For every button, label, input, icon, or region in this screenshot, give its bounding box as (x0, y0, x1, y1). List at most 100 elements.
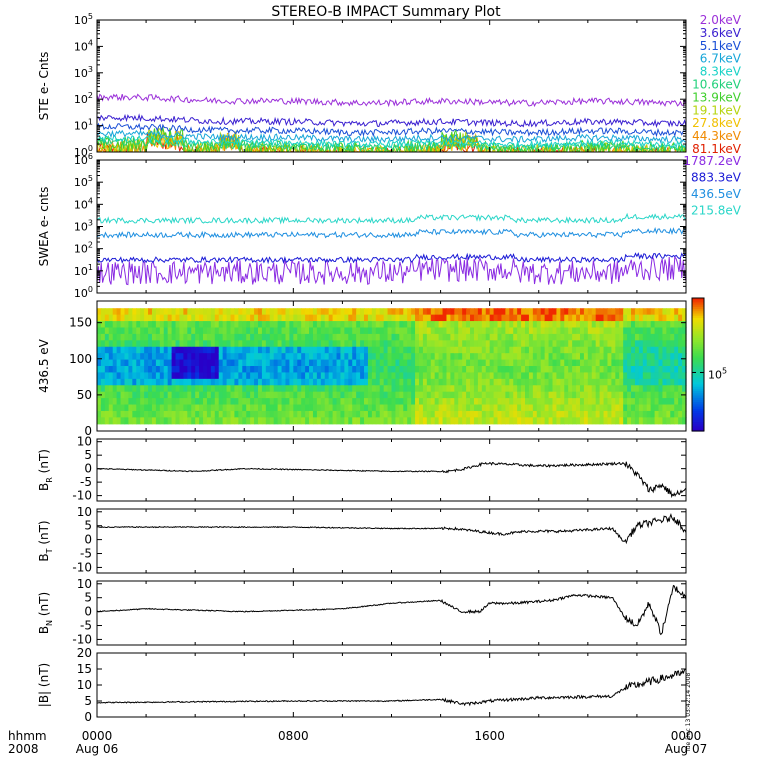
pad-heatmap-cell (301, 340, 306, 348)
pad-heatmap-cell (615, 359, 620, 367)
pad-heatmap-cell (116, 340, 122, 348)
pad-heatmap-cell (383, 372, 389, 380)
pad-heatmap-cell (285, 391, 291, 399)
pad-heatmap-cell (383, 321, 389, 329)
pad-heatmap-cell (501, 385, 506, 393)
pad-heatmap-cell (222, 327, 228, 335)
pad-heatmap-cell (120, 410, 126, 418)
pad-heatmap-cell (387, 417, 393, 425)
pad-heatmap-cell (222, 314, 228, 322)
pad-heatmap-cell (477, 327, 483, 335)
pad-heatmap-cell (607, 353, 612, 361)
pad-heatmap-cell (466, 359, 471, 367)
pad-heatmap-cell (112, 327, 118, 335)
pad-heatmap-cell (97, 340, 102, 348)
pad-heatmap-cell (481, 417, 487, 425)
pad-heatmap-cell (250, 333, 255, 341)
pad-heatmap-cell (430, 378, 436, 386)
pad-heatmap-cell (254, 391, 259, 399)
pad-heatmap-cell (615, 308, 620, 316)
pad-heatmap-cell (442, 398, 448, 406)
pad-heatmap-cell (128, 346, 133, 354)
pad-heatmap-cell (210, 398, 216, 406)
pad-heatmap-cell (320, 359, 326, 367)
pad-heatmap-cell (568, 346, 573, 354)
pad-heatmap-cell (250, 385, 255, 393)
pad-heatmap-cell (293, 359, 298, 367)
pad-heatmap-cell (112, 308, 118, 316)
x-axis-label-hhmm: hhmm (8, 729, 47, 743)
pad-heatmap-cell (246, 417, 251, 425)
swea-ytick-label: 103 (74, 219, 93, 234)
pad-heatmap-cell (438, 359, 444, 367)
pad-heatmap-cell (214, 366, 220, 374)
pad-heatmap-cell (175, 366, 181, 374)
pad-heatmap-cell (159, 372, 165, 380)
pad-heatmap-cell (206, 308, 212, 316)
pad-heatmap-cell (128, 353, 133, 361)
pad-heatmap-cell (536, 410, 542, 418)
pad-heatmap-cell (446, 321, 451, 329)
pad-heatmap-cell (552, 391, 558, 399)
pad-heatmap-cell (214, 410, 220, 418)
pad-heatmap-cell (265, 398, 271, 406)
pad-heatmap-cell (544, 353, 550, 361)
pad-heatmap-cell (148, 359, 153, 367)
pad-heatmap-cell (238, 385, 243, 393)
pad-heatmap-cell (128, 359, 133, 367)
pad-heatmap-cell (579, 410, 585, 418)
ste-ytick-label: 104 (74, 38, 93, 53)
pad-heatmap-cell (246, 321, 251, 329)
pad-heatmap-cell (477, 308, 483, 316)
pad-heatmap-cell (285, 340, 291, 348)
pad-heatmap-cell (301, 321, 306, 329)
pad-heatmap-cell (473, 321, 479, 329)
pad-heatmap-cell (446, 353, 451, 361)
colorbar-swatch (692, 415, 704, 419)
pad-heatmap-cell (473, 353, 479, 361)
pad-heatmap-cell (666, 417, 671, 425)
pad-heatmap-cell (587, 404, 593, 412)
pad-heatmap-cell (627, 391, 632, 399)
pad-heatmap-cell (532, 353, 538, 361)
colorbar-swatch (692, 368, 704, 372)
pad-heatmap-cell (623, 327, 628, 335)
pad-heatmap-cell (682, 346, 687, 354)
pad-heatmap-cell (128, 308, 133, 316)
pad-heatmap-cell (210, 340, 216, 348)
pad-heatmap-cell (532, 378, 538, 386)
pad-heatmap-cell (473, 417, 479, 425)
pad-heatmap-cell (336, 378, 342, 386)
pad-heatmap-cell (627, 417, 632, 425)
pad-heatmap-cell (666, 359, 671, 367)
pad-heatmap-cell (352, 321, 357, 329)
pad-heatmap-cell (426, 353, 432, 361)
pad-heatmap-cell (348, 314, 353, 322)
pad-heatmap-cell (250, 353, 255, 361)
pad-heatmap-cell (576, 378, 581, 386)
pad-heatmap-cell (525, 385, 530, 393)
pad-heatmap-cell (442, 308, 448, 316)
pad-heatmap-cell (218, 410, 224, 418)
pad-heatmap-cell (344, 314, 349, 322)
pad-heatmap-cell (599, 398, 605, 406)
pad-heatmap-cell (517, 308, 522, 316)
pad-heatmap-cell (116, 359, 122, 367)
pad-heatmap-cell (210, 359, 216, 367)
pad-heatmap-cell (136, 385, 141, 393)
pad-heatmap-cell (269, 308, 275, 316)
pad-heatmap-cell (536, 346, 542, 354)
pad-heatmap-cell (564, 353, 569, 361)
pad-heatmap-cell (254, 410, 259, 418)
pad-heatmap-cell (191, 372, 196, 380)
bt-ytick-label: 10 (77, 505, 92, 519)
pad-heatmap-cell (485, 321, 491, 329)
pad-heatmap-cell (399, 366, 404, 374)
pad-heatmap-cell (269, 372, 275, 380)
pad-heatmap-cell (360, 404, 365, 412)
pad-heatmap-cell (540, 340, 546, 348)
pad-heatmap-cell (332, 340, 338, 348)
pad-heatmap-cell (670, 391, 675, 399)
pad-heatmap-cell (603, 359, 609, 367)
